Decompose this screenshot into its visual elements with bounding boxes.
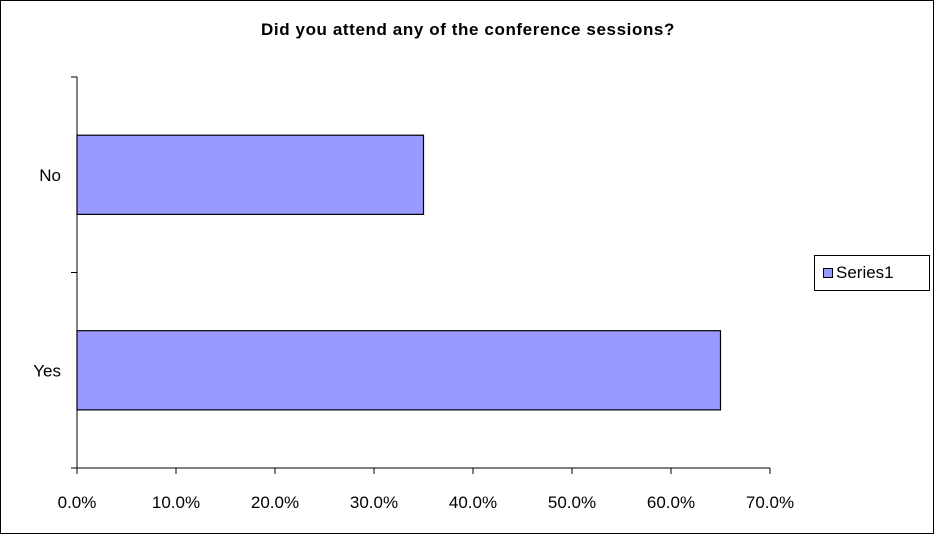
bar-no (76, 134, 425, 215)
axes-group (71, 76, 771, 474)
labels-group: No Yes 0.0% 10.0% 20.0% 30.0% 40.0% 50.0% 60.0% 7… (33, 166, 794, 512)
x-tick-label: 30.0% (350, 493, 398, 512)
x-tick-label: 40.0% (449, 493, 497, 512)
x-tick-label: 0.0% (58, 493, 97, 512)
legend: Series1 (814, 255, 930, 291)
legend-swatch (823, 268, 833, 278)
category-label-no: No (39, 166, 61, 185)
x-tick-label: 10.0% (152, 493, 200, 512)
bar-yes (76, 330, 722, 411)
legend-label: Series1 (836, 263, 894, 282)
x-tick-label: 50.0% (548, 493, 596, 512)
chart-title: Did you attend any of the conference ses… (261, 20, 675, 39)
x-tick-label: 60.0% (647, 493, 695, 512)
x-tick-label: 70.0% (746, 493, 794, 512)
bars-group (76, 134, 722, 411)
category-label-yes: Yes (33, 361, 61, 380)
x-tick-label: 20.0% (251, 493, 299, 512)
